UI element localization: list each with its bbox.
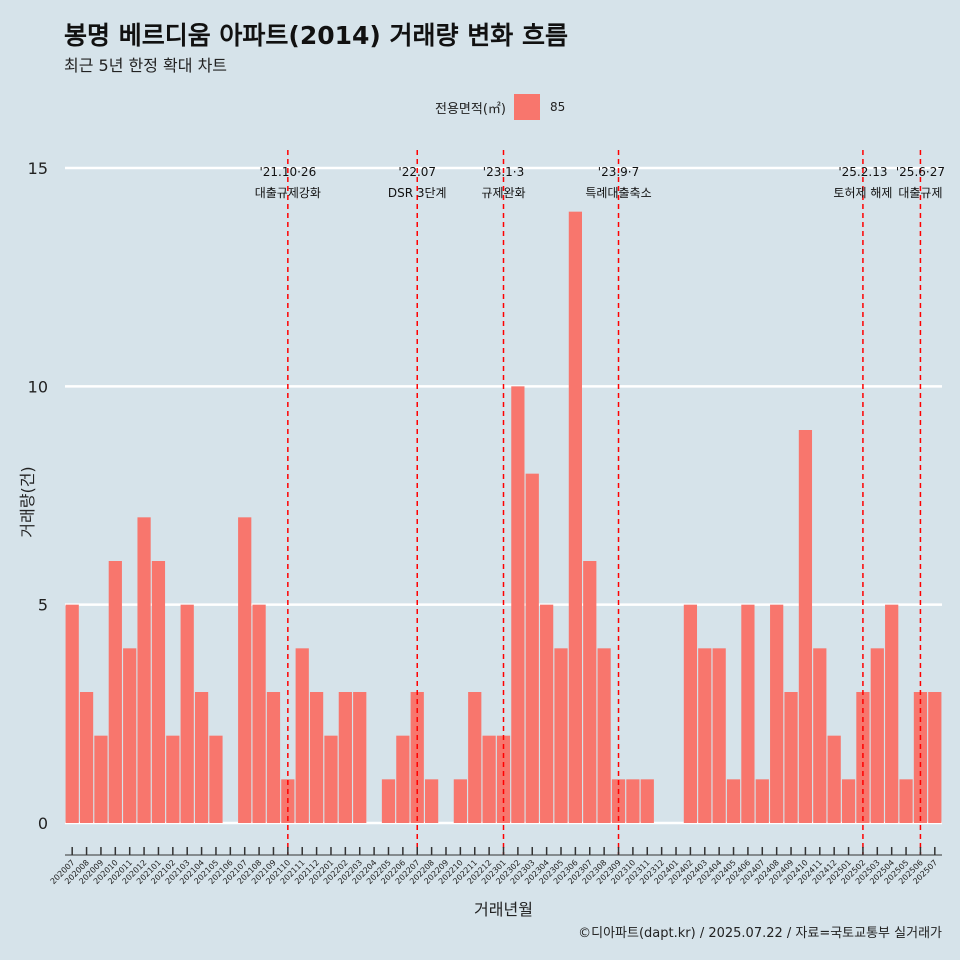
bar: [698, 648, 712, 823]
event-date-label: '25.2.13: [838, 165, 887, 179]
bar: [827, 735, 841, 823]
bar: [583, 561, 597, 823]
bar: [238, 517, 252, 823]
x-axis-title: 거래년월: [474, 900, 533, 919]
event-name-label: 토허제 해제: [833, 186, 892, 200]
bar: [453, 779, 467, 823]
chart-title: 봉명 베르디움 아파트(2014) 거래량 변화 흐름: [64, 21, 568, 50]
y-axis-title: 거래량(건): [18, 466, 37, 537]
legend-title: 전용면적(㎡): [435, 101, 506, 117]
event-name-label: DSR 3단계: [388, 186, 447, 200]
bar: [396, 735, 410, 823]
bar: [79, 692, 94, 823]
event-layer: '21.10·26 대출규제강화 '22.07 DSR 3단계 '23.1·3 규제완화 '…: [255, 150, 945, 855]
bar: [540, 604, 554, 823]
bar: [496, 735, 511, 823]
bar-layer: [65, 211, 942, 823]
bar: [137, 517, 151, 823]
bar: [324, 735, 338, 823]
y-tick-label: 10: [28, 377, 48, 396]
bar: [870, 648, 884, 823]
bar: [482, 735, 496, 823]
bar: [353, 692, 367, 823]
y-tick-label: 0: [38, 814, 48, 833]
bar: [381, 779, 396, 823]
bar: [568, 211, 582, 823]
bar: [626, 779, 640, 823]
event-name-label: 규제완화: [481, 186, 525, 200]
legend: 전용면적(㎡) 85: [435, 94, 565, 120]
legend-label: 85: [549, 100, 566, 114]
bar: [511, 386, 525, 823]
bar: [640, 779, 654, 823]
bar: [309, 692, 324, 823]
chart-subtitle: 최근 5년 한정 확대 차트: [64, 56, 228, 75]
bar: [180, 604, 194, 823]
bar: [194, 692, 209, 823]
bar: [741, 604, 755, 823]
bar: [266, 692, 281, 823]
event-name-label: 대출규제: [898, 186, 942, 200]
bar: [755, 779, 769, 823]
bar: [94, 735, 108, 823]
bar: [252, 604, 266, 823]
bar: [338, 692, 352, 823]
bar: [784, 692, 798, 823]
legend-swatch: [513, 94, 540, 120]
bar: [683, 604, 698, 823]
bar: [554, 648, 568, 823]
bar: [726, 779, 741, 823]
event-date-label: '23.9·7: [598, 165, 639, 179]
bar: [295, 648, 309, 823]
bar: [209, 735, 223, 823]
bar: [841, 779, 856, 823]
bar: [425, 779, 439, 823]
event-date-label: '22.07: [398, 165, 436, 179]
y-tick-label: 15: [28, 159, 48, 178]
bar: [813, 648, 827, 823]
bar: [798, 430, 813, 823]
caption: ©디아파트(dapt.kr) / 2025.07.22 / 자료=국토교통부 실…: [578, 926, 942, 941]
bar: [928, 692, 942, 823]
bar: [770, 604, 784, 823]
event-date-label: '23.1·3: [483, 165, 524, 179]
bar: [123, 648, 137, 823]
bar: [151, 561, 166, 823]
bar: [468, 692, 482, 823]
bar: [108, 561, 122, 823]
event-date-label: '21.10·26: [259, 165, 316, 179]
bar: [712, 648, 726, 823]
bar: [597, 648, 611, 823]
bar: [899, 779, 913, 823]
event-name-label: 대출규제강화: [255, 186, 321, 200]
event-name-label: 특례대출축소: [585, 186, 651, 200]
bar: [885, 604, 899, 823]
event-date-label: '25.6·27: [896, 165, 945, 179]
bar: [525, 473, 539, 823]
bar: [166, 735, 180, 823]
y-tick-label: 5: [38, 596, 48, 615]
bar: [65, 604, 79, 823]
